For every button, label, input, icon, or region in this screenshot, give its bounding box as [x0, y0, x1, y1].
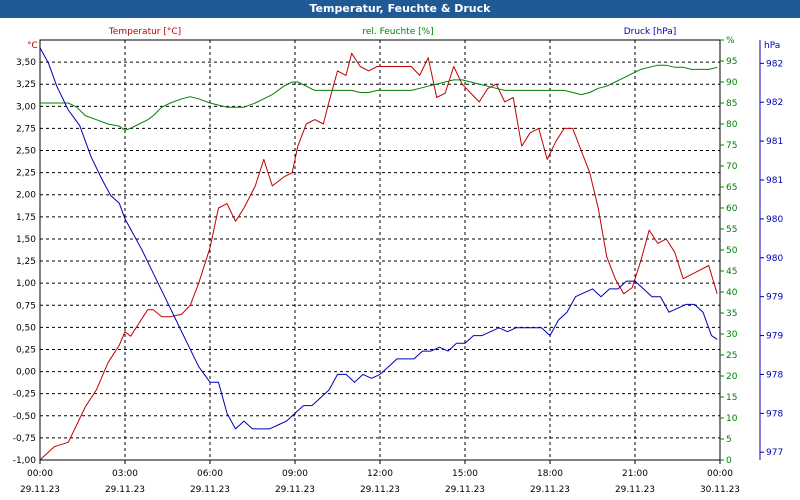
- humidity-tick-label: 75: [726, 141, 737, 151]
- humidity-tick-label: 10: [726, 414, 738, 424]
- humidity-tick-label: 45: [726, 267, 737, 277]
- time-tick-label: 03:00: [112, 469, 138, 479]
- temperature-tick-label: 3,00: [16, 102, 36, 112]
- pressure-tick-label: 981: [766, 176, 783, 186]
- temperature-line: [39, 52, 718, 461]
- pressure-unit-label: hPa: [764, 41, 780, 51]
- temperature-tick-label: 1,50: [16, 235, 36, 245]
- date-tick-label: 29.11.23: [190, 485, 230, 495]
- date-tick-label: 29.11.23: [360, 485, 400, 495]
- grid-lines: [40, 40, 720, 460]
- date-tick-label: 30.11.23: [700, 485, 740, 495]
- date-tick-label: 29.11.23: [530, 485, 570, 495]
- pressure-tick-label: 978: [766, 370, 783, 380]
- pressure-tick-label: 981: [766, 137, 783, 147]
- humidity-tick-label: 80: [726, 120, 738, 130]
- time-tick-label: 15:00: [452, 469, 478, 479]
- humidity-tick-label: 5: [726, 435, 732, 445]
- temperature-tick-label: 2,25: [16, 169, 36, 179]
- time-tick-label: 12:00: [367, 469, 393, 479]
- temperature-tick-label: 1,75: [16, 213, 36, 223]
- humidity-tick-label: 30: [726, 330, 738, 340]
- temperature-tick-label: -1,00: [13, 456, 37, 466]
- temperature-tick-label: 0,00: [16, 368, 36, 378]
- temperature-tick-label: 0,75: [16, 301, 36, 311]
- humidity-tick-label: %: [726, 36, 735, 46]
- humidity-line: [40, 64, 718, 131]
- temperature-tick-label: 1,25: [16, 257, 36, 267]
- date-tick-label: 29.11.23: [615, 485, 655, 495]
- humidity-tick-label: 20: [726, 372, 738, 382]
- date-tick-label: 29.11.23: [105, 485, 145, 495]
- time-tick-label: 00:00: [27, 469, 53, 479]
- pressure-axis: 977 978 978 979 979 980 980 981 981 982 982: [759, 40, 783, 460]
- pressure-tick-label: 982: [766, 59, 783, 69]
- pressure-line: [39, 47, 718, 430]
- humidity-tick-label: 50: [726, 246, 738, 256]
- time-axis: 00:00 29.11.23 03:00 29.11.23 06:00 29.11.23 0…: [20, 460, 740, 495]
- temperature-unit-label: °C: [27, 41, 38, 51]
- humidity-tick-label: 0: [726, 456, 732, 466]
- date-tick-label: 29.11.23: [275, 485, 315, 495]
- pressure-tick-label: 977: [766, 448, 783, 458]
- temperature-axis: -1,00 -0,75 -0,50 -0,25 0,00 0,25 0,50 0,75 1,00…: [13, 58, 37, 466]
- humidity-axis: 0 5 10 15 20 25 30 35 40 45 50 55 60 65 70 75 80 85 90 95%: [720, 36, 738, 466]
- temperature-tick-label: 3,50: [16, 58, 36, 68]
- time-tick-label: 18:00: [537, 469, 563, 479]
- humidity-tick-label: 85: [726, 99, 737, 109]
- temperature-tick-label: 2,75: [16, 124, 36, 134]
- pressure-tick-label: 980: [766, 215, 783, 225]
- time-tick-label: 21:00: [622, 469, 648, 479]
- time-tick-label: 09:00: [282, 469, 308, 479]
- humidity-tick-label: 65: [726, 183, 737, 193]
- humidity-tick-label: 95: [726, 57, 737, 67]
- pressure-tick-label: 982: [766, 98, 783, 108]
- temperature-tick-label: 0,25: [16, 345, 36, 355]
- humidity-tick-label: 25: [726, 351, 737, 361]
- humidity-tick-label: 90: [726, 78, 738, 88]
- chart-title: Temperatur, Feuchte & Druck: [0, 0, 800, 18]
- temperature-tick-label: 3,25: [16, 80, 36, 90]
- humidity-tick-label: 70: [726, 162, 738, 172]
- date-tick-label: 29.11.23: [445, 485, 485, 495]
- humidity-tick-label: 60: [726, 204, 738, 214]
- humidity-tick-label: 35: [726, 309, 737, 319]
- temperature-tick-label: 1,00: [16, 279, 36, 289]
- temperature-tick-label: -0,50: [13, 412, 37, 422]
- pressure-tick-label: 978: [766, 409, 783, 419]
- pressure-tick-label: 980: [766, 254, 783, 264]
- date-tick-label: 29.11.23: [20, 485, 60, 495]
- humidity-axis-label: rel. Feuchte [%]: [362, 27, 433, 37]
- humidity-tick-label: 40: [726, 288, 738, 298]
- time-tick-label: 06:00: [197, 469, 223, 479]
- temperature-axis-label: Temperatur [°C]: [108, 27, 181, 37]
- temperature-tick-label: -0,25: [13, 390, 36, 400]
- pressure-axis-label: Druck [hPa]: [624, 27, 677, 37]
- humidity-tick-label: 55: [726, 225, 737, 235]
- temperature-tick-label: 2,00: [16, 191, 36, 201]
- pressure-tick-label: 979: [766, 293, 783, 303]
- temperature-tick-label: 2,50: [16, 147, 36, 157]
- series-group: [39, 47, 718, 461]
- temperature-tick-label: 0,50: [16, 323, 36, 333]
- time-tick-label: 00:00: [707, 469, 733, 479]
- temperature-tick-label: -0,75: [13, 434, 36, 444]
- humidity-tick-label: 15: [726, 393, 737, 403]
- pressure-tick-label: 979: [766, 332, 783, 342]
